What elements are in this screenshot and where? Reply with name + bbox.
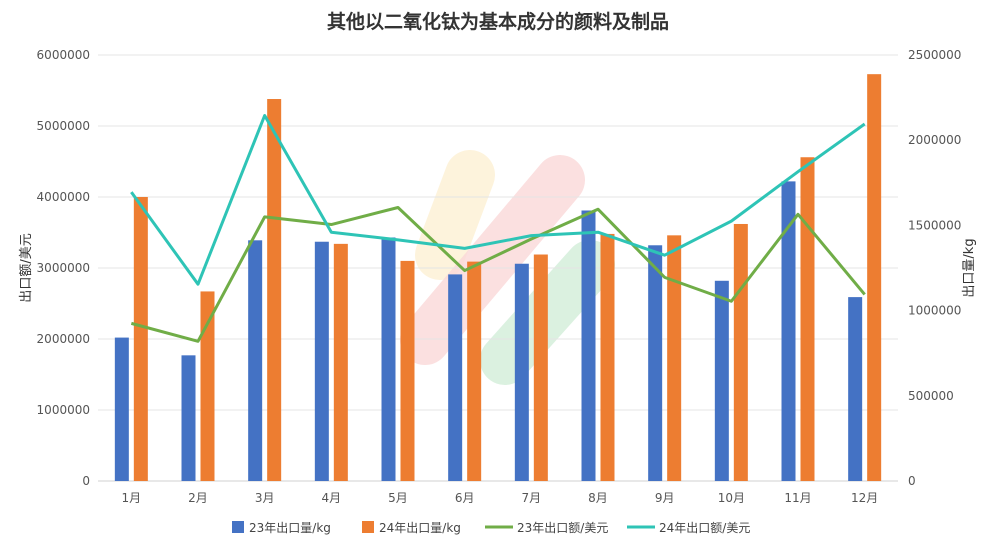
bar [848, 297, 863, 481]
bar [581, 210, 596, 482]
bar [867, 74, 882, 482]
bar [400, 260, 415, 481]
bar [133, 197, 148, 481]
legend: 23年出口量/kg 24年出口量/kg 23年出口额/美元 24年出口额/美元 [232, 521, 750, 535]
bar [648, 245, 663, 481]
bar [800, 157, 815, 482]
legend-swatch [232, 521, 244, 533]
y-right-tick-label: 1000000 [908, 304, 961, 318]
x-axis-ticks: 1月 2月 3月 4月 5月 6月 7月 8月 9月 10月 11月 12月 [122, 491, 879, 505]
x-tick-label: 11月 [784, 491, 811, 505]
x-tick-label: 9月 [655, 491, 675, 505]
y-left-tick-label: 0 [82, 474, 90, 488]
series-line [130, 206, 866, 343]
bar [600, 233, 615, 481]
y-axis-right-ticks: 0 500000 1000000 1500000 2000000 2500000 [908, 48, 961, 488]
bar [533, 254, 548, 481]
bar [667, 235, 682, 481]
x-tick-label: 3月 [255, 491, 275, 505]
x-tick-label: 12月 [851, 491, 878, 505]
y-left-tick-label: 5000000 [37, 119, 90, 133]
y-right-tick-label: 2000000 [908, 133, 961, 147]
x-tick-label: 7月 [522, 491, 542, 505]
y-axis-right-label: 出口量/kg [962, 238, 977, 297]
y-right-tick-label: 2500000 [908, 48, 961, 62]
y-axis-left-ticks: 0 1000000 2000000 3000000 4000000 5000000 6000… [37, 48, 90, 488]
y-right-tick-label: 1500000 [908, 218, 961, 232]
x-tick-label: 2月 [188, 491, 208, 505]
bar [267, 99, 282, 482]
bar [248, 240, 263, 481]
chart-title: 其他以二氧化钛为基本成分的颜料及制品 [327, 10, 669, 33]
x-tick-label: 10月 [718, 491, 745, 505]
legend-label: 24年出口额/美元 [659, 521, 750, 535]
y-left-tick-label: 4000000 [37, 190, 90, 204]
lines [130, 113, 866, 343]
y-right-tick-label: 500000 [908, 389, 954, 403]
bar [333, 243, 348, 481]
bar [381, 237, 396, 481]
x-tick-label: 6月 [455, 491, 475, 505]
bar [514, 263, 529, 481]
series-line [130, 113, 866, 286]
bar [181, 355, 196, 481]
bar [448, 274, 463, 481]
bars [114, 74, 882, 482]
legend-label: 24年出口量/kg [379, 521, 461, 535]
x-tick-label: 5月 [388, 491, 408, 505]
x-tick-label: 1月 [122, 491, 142, 505]
y-left-tick-label: 3000000 [37, 261, 90, 275]
bar [733, 223, 748, 482]
gridlines [98, 54, 898, 482]
legend-label: 23年出口量/kg [249, 521, 331, 535]
y-left-tick-label: 1000000 [37, 403, 90, 417]
y-left-tick-label: 2000000 [37, 332, 90, 346]
y-axis-left-label: 出口额/美元 [19, 233, 34, 302]
bar [314, 241, 329, 481]
bar [781, 181, 796, 481]
bar [200, 291, 215, 481]
legend-label: 23年出口额/美元 [517, 521, 608, 535]
bar [114, 337, 129, 481]
x-tick-label: 4月 [322, 491, 342, 505]
y-right-tick-label: 0 [908, 474, 916, 488]
bar [467, 261, 482, 481]
y-left-tick-label: 6000000 [37, 48, 90, 62]
legend-swatch [362, 521, 374, 533]
bar [714, 280, 729, 481]
x-tick-label: 8月 [588, 491, 608, 505]
